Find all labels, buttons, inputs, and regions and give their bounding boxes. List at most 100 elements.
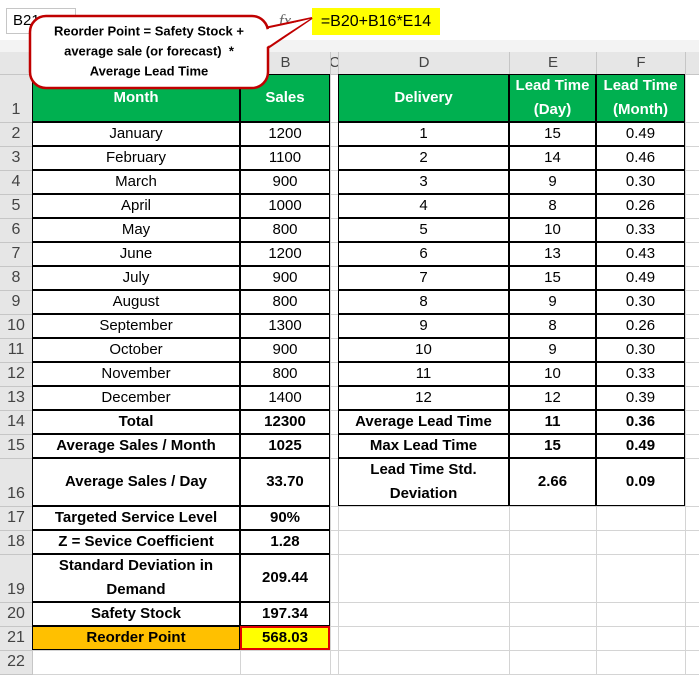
cell-label[interactable]: Targeted Service Level <box>32 506 240 530</box>
cell-header[interactable]: Lead Time (Month) <box>596 74 685 122</box>
formula[interactable]: =B20+B16*E14 <box>312 8 440 35</box>
cell-value[interactable]: 0.49 <box>596 434 685 458</box>
cell-value[interactable]: 11 <box>338 362 509 386</box>
empty-cell <box>510 507 597 531</box>
cell-value[interactable]: 11 <box>509 410 596 434</box>
cell-value[interactable]: 800 <box>240 362 330 386</box>
cell-value[interactable]: 2 <box>338 146 509 170</box>
cell-value[interactable]: 8 <box>509 314 596 338</box>
cell-value[interactable]: 0.49 <box>596 122 685 146</box>
cell-value[interactable]: 8 <box>338 290 509 314</box>
cell-value[interactable]: 12 <box>338 386 509 410</box>
cell-value[interactable]: 900 <box>240 170 330 194</box>
cell-value[interactable]: 5 <box>338 218 509 242</box>
cell-header[interactable]: Delivery <box>338 74 509 122</box>
cell-label[interactable]: December <box>32 386 240 410</box>
cell-value[interactable]: 10 <box>509 218 596 242</box>
name-box[interactable]: B21 <box>6 8 76 34</box>
cell-value[interactable]: 1 <box>338 122 509 146</box>
row-header: 12 <box>0 363 33 387</box>
cell-label[interactable]: Average Sales / Month <box>32 434 240 458</box>
cell-value[interactable]: 0.49 <box>596 266 685 290</box>
cell-value[interactable]: 209.44 <box>240 554 330 602</box>
cell-value[interactable]: 1300 <box>240 314 330 338</box>
cell-label[interactable]: Total <box>32 410 240 434</box>
row-header: 17 <box>0 507 33 531</box>
empty-cell <box>686 627 699 651</box>
cell-value[interactable]: 0.36 <box>596 410 685 434</box>
cell-value[interactable]: 9 <box>509 290 596 314</box>
fx-icon[interactable]: fx <box>278 11 292 30</box>
cell-value[interactable]: 33.70 <box>240 458 330 506</box>
cell-value[interactable]: 1400 <box>240 386 330 410</box>
cell-label[interactable]: September <box>32 314 240 338</box>
cell-value[interactable]: 1200 <box>240 122 330 146</box>
cell-value[interactable]: 568.03 <box>240 626 330 650</box>
cell-label[interactable]: March <box>32 170 240 194</box>
cell-value[interactable]: 0.30 <box>596 170 685 194</box>
cell-value[interactable]: 8 <box>509 194 596 218</box>
cell-value[interactable]: 90% <box>240 506 330 530</box>
cell-value[interactable]: 0.09 <box>596 458 685 506</box>
cell-value[interactable]: 10 <box>338 338 509 362</box>
cell-label[interactable]: October <box>32 338 240 362</box>
cell-value[interactable]: 0.46 <box>596 146 685 170</box>
cell-value[interactable]: 0.30 <box>596 338 685 362</box>
cell-header[interactable]: Lead Time (Day) <box>509 74 596 122</box>
cell-value[interactable]: 0.39 <box>596 386 685 410</box>
cell-label[interactable]: November <box>32 362 240 386</box>
cell-value[interactable]: 9 <box>509 170 596 194</box>
cell-label[interactable]: August <box>32 290 240 314</box>
cell-value[interactable]: 2.66 <box>509 458 596 506</box>
cell-value[interactable]: 3 <box>338 170 509 194</box>
column-header: E <box>510 52 597 75</box>
cell-value[interactable]: Average Lead Time <box>338 410 509 434</box>
cell-value[interactable]: 12 <box>509 386 596 410</box>
cell-label[interactable]: May <box>32 218 240 242</box>
cell-value[interactable]: 0.26 <box>596 194 685 218</box>
cell-label[interactable]: June <box>32 242 240 266</box>
cell-value[interactable]: 1025 <box>240 434 330 458</box>
cell-header[interactable]: Sales <box>240 74 330 122</box>
empty-cell <box>686 435 699 459</box>
cell-value[interactable]: 0.26 <box>596 314 685 338</box>
cell-value[interactable]: 15 <box>509 434 596 458</box>
cell-value[interactable]: Lead Time Std. Deviation <box>338 458 509 506</box>
gap <box>0 40 699 52</box>
cell-value[interactable]: 0.30 <box>596 290 685 314</box>
cell-value[interactable]: 1.28 <box>240 530 330 554</box>
cell-value[interactable]: 15 <box>509 122 596 146</box>
cell-value[interactable]: 10 <box>509 362 596 386</box>
cell-value[interactable]: 6 <box>338 242 509 266</box>
cell-value[interactable]: 12300 <box>240 410 330 434</box>
cell-label[interactable]: July <box>32 266 240 290</box>
cell-value[interactable]: 15 <box>509 266 596 290</box>
cell-label[interactable]: Reorder Point <box>32 626 240 650</box>
cell-label[interactable]: January <box>32 122 240 146</box>
cell-label[interactable]: February <box>32 146 240 170</box>
cell-value[interactable]: 13 <box>509 242 596 266</box>
cell-value[interactable]: 0.43 <box>596 242 685 266</box>
cell-label[interactable]: Standard Deviation in Demand <box>32 554 240 602</box>
cell-value[interactable]: 800 <box>240 290 330 314</box>
cell-label[interactable]: Average Sales / Day <box>32 458 240 506</box>
cell-label[interactable]: Z = Sevice Coefficient <box>32 530 240 554</box>
cell-value[interactable]: 9 <box>338 314 509 338</box>
cell-value[interactable]: 800 <box>240 218 330 242</box>
cell-label[interactable]: Safety Stock <box>32 602 240 626</box>
cell-header[interactable]: Month <box>32 74 240 122</box>
cell-value[interactable]: 4 <box>338 194 509 218</box>
cell-value[interactable]: 1100 <box>240 146 330 170</box>
cell-label[interactable]: April <box>32 194 240 218</box>
cell-value[interactable]: 7 <box>338 266 509 290</box>
cell-value[interactable]: 900 <box>240 338 330 362</box>
cell-value[interactable]: 1200 <box>240 242 330 266</box>
cell-value[interactable]: 0.33 <box>596 218 685 242</box>
cell-value[interactable]: 1000 <box>240 194 330 218</box>
cell-value[interactable]: 0.33 <box>596 362 685 386</box>
cell-value[interactable]: 14 <box>509 146 596 170</box>
cell-value[interactable]: 900 <box>240 266 330 290</box>
cell-value[interactable]: 197.34 <box>240 602 330 626</box>
cell-value[interactable]: 9 <box>509 338 596 362</box>
cell-value[interactable]: Max Lead Time <box>338 434 509 458</box>
